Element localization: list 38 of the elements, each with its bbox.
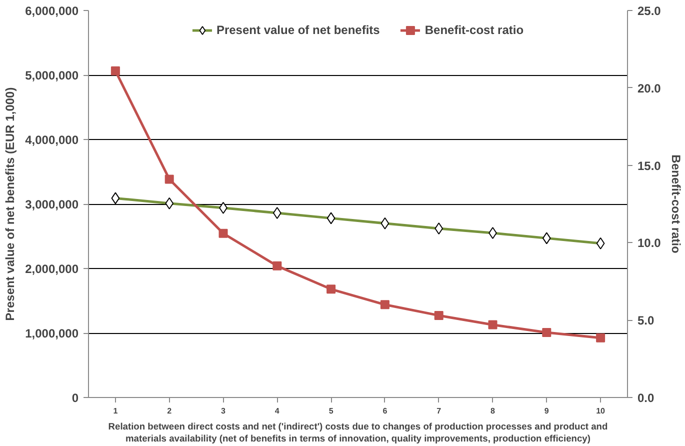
x-tick-label: 4: [274, 406, 280, 416]
y-tick-label: 3,000,000: [25, 198, 79, 212]
x-tick-label: 6: [382, 406, 388, 416]
x-tick-label: 9: [544, 406, 550, 416]
y2-tick-label: 25.0: [638, 4, 662, 18]
point: [326, 284, 336, 294]
x-tick-label: 3: [221, 406, 226, 416]
point: [272, 261, 282, 270]
point: [218, 228, 228, 238]
x-tick-label: 7: [436, 406, 442, 416]
x-tick-label: 1: [113, 406, 118, 416]
y2-axis-title: Benefit-cost ratio: [668, 154, 683, 254]
point: [596, 333, 606, 342]
y-tick-label: 5,000,000: [25, 68, 79, 82]
point: [380, 300, 390, 310]
legend-label: Present value of net benefits: [216, 23, 380, 37]
y-tick-label: 0: [72, 391, 79, 405]
y2-tick-label: 0.0: [638, 391, 655, 405]
y2-tick-label: 20.0: [638, 81, 662, 96]
point: [434, 310, 444, 320]
y2-tick-label: 10.0: [638, 236, 662, 250]
point: [164, 174, 174, 184]
y2-tick-label: 15.0: [638, 158, 662, 173]
x-tick-label: 10: [596, 406, 606, 416]
y-tick-label: 4,000,000: [25, 133, 79, 147]
y-tick-label: 1,000,000: [25, 326, 79, 340]
x-tick-label: 2: [167, 406, 172, 416]
legend-label: Benefit-cost ratio: [424, 23, 524, 37]
x-tick-label: 5: [328, 406, 334, 416]
point: [542, 328, 552, 337]
y-tick-label: 2,000,000: [25, 262, 79, 276]
x-tick-label: 8: [490, 406, 496, 416]
point: [488, 320, 498, 330]
y-axis-title: Present value of net benefits (EUR 1,000): [3, 87, 18, 321]
x-axis-title: Relation between direct costs and net ('indirect') costs due to changes of production processes and product and materials availability (net of benefits in terms of innovation, quality improvements, production efficiency): [108, 422, 608, 444]
y-tick-label: 6,000,000: [25, 4, 79, 18]
y2-tick-label: 5.0: [638, 314, 655, 328]
point: [110, 66, 120, 76]
